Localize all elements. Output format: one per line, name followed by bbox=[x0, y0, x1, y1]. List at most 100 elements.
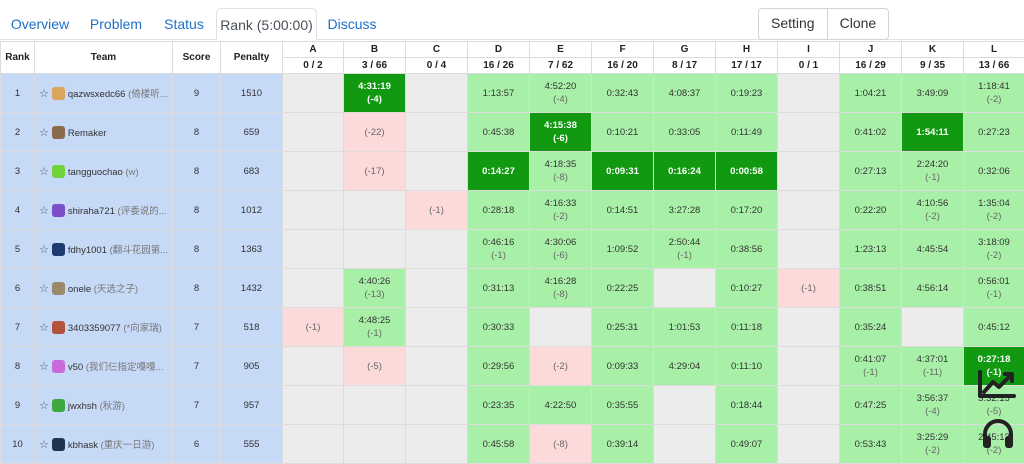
problem-f-cell[interactable]: 0:22:25 bbox=[591, 268, 654, 308]
problem-i-cell[interactable]: (-1) bbox=[777, 268, 840, 308]
problem-j-cell[interactable]: 0:53:43 bbox=[839, 424, 902, 464]
team-cell[interactable]: ☆ onele (天选之子) bbox=[34, 268, 173, 308]
problem-h-cell[interactable]: 0:18:44 bbox=[715, 385, 778, 425]
problem-e-cell[interactable]: (-2) bbox=[529, 346, 592, 386]
problem-d-cell[interactable]: 0:14:27 bbox=[467, 151, 530, 191]
rank-header[interactable]: Rank bbox=[0, 41, 35, 74]
problem-d-cell[interactable]: 0:46:16 (-1) bbox=[467, 229, 530, 269]
problem-d-cell[interactable]: 0:30:33 bbox=[467, 307, 530, 347]
problem-f-cell[interactable]: 0:10:21 bbox=[591, 112, 654, 152]
problem-j-cell[interactable]: 0:38:51 bbox=[839, 268, 902, 308]
tab-problem[interactable]: Problem bbox=[89, 16, 143, 32]
problem-k-cell[interactable]: 1:54:11 bbox=[901, 112, 964, 152]
problem-a-cell[interactable]: (-1) bbox=[282, 307, 344, 347]
problem-e-cell[interactable]: 4:16:28 (-8) bbox=[529, 268, 592, 308]
star-icon[interactable]: ☆ bbox=[39, 244, 49, 256]
problem-l-cell[interactable]: 1:35:04 (-2) bbox=[963, 190, 1024, 230]
team-cell[interactable]: ☆ qazwsxedc66 (倚楼听... bbox=[34, 73, 173, 113]
team-name[interactable]: Remaker bbox=[67, 127, 107, 139]
problem-k-cell[interactable]: 3:56:37 (-4) bbox=[901, 385, 964, 425]
problem-l-cell[interactable]: 0:32:06 bbox=[963, 151, 1024, 191]
problem-j-cell[interactable]: 0:41:02 bbox=[839, 112, 902, 152]
team-name[interactable]: jwxhsh bbox=[67, 401, 97, 412]
problem-e-header[interactable]: E bbox=[529, 41, 592, 58]
problem-k-header[interactable]: K bbox=[901, 41, 964, 58]
problem-j-cell[interactable]: 0:41:07 (-1) bbox=[839, 346, 902, 386]
problem-h-cell[interactable]: 0:00:58 bbox=[715, 151, 778, 191]
penalty-header[interactable]: Penalty bbox=[220, 41, 283, 74]
problem-g-header[interactable]: G bbox=[653, 41, 716, 58]
problem-f-cell[interactable]: 0:14:51 bbox=[591, 190, 654, 230]
tab-overview[interactable]: Overview bbox=[10, 16, 70, 32]
problem-b-cell[interactable]: (-5) bbox=[343, 346, 406, 386]
problem-k-cell[interactable]: 3:49:09 bbox=[901, 73, 964, 113]
team-name[interactable]: onele bbox=[67, 284, 92, 295]
tab-rank[interactable]: Rank (5:00:00) bbox=[216, 8, 317, 40]
team-header[interactable]: Team bbox=[34, 41, 173, 74]
star-icon[interactable]: ☆ bbox=[39, 439, 49, 451]
problem-b-cell[interactable]: 4:48:25 (-1) bbox=[343, 307, 406, 347]
headset-icon[interactable] bbox=[980, 416, 1016, 452]
problem-f-cell[interactable]: 0:35:55 bbox=[591, 385, 654, 425]
team-name[interactable]: tangguochao bbox=[67, 166, 123, 178]
problem-j-cell[interactable]: 0:22:20 bbox=[839, 190, 902, 230]
problem-l-cell[interactable]: 2:45:12 (-2) bbox=[963, 424, 1024, 464]
problem-e-cell[interactable]: 4:18:35 (-8) bbox=[529, 151, 592, 191]
star-icon[interactable]: ☆ bbox=[39, 205, 49, 217]
team-name[interactable]: 3403359077 bbox=[67, 323, 121, 334]
problem-f-cell[interactable]: 0:25:31 bbox=[591, 307, 654, 347]
problem-g-cell[interactable]: 0:16:24 bbox=[653, 151, 716, 191]
problem-l-header[interactable]: L bbox=[963, 41, 1024, 58]
problem-h-cell[interactable]: 0:19:23 bbox=[715, 73, 778, 113]
problem-h-cell[interactable]: 0:17:20 bbox=[715, 190, 778, 230]
team-cell[interactable]: ☆ shiraha721 (评委说的... bbox=[34, 190, 173, 230]
problem-f-cell[interactable]: 1:09:52 bbox=[591, 229, 654, 269]
problem-j-cell[interactable]: 0:35:24 bbox=[839, 307, 902, 347]
problem-h-cell[interactable]: 0:49:07 bbox=[715, 424, 778, 464]
team-name[interactable]: kbhask bbox=[67, 440, 98, 451]
problem-b-cell[interactable]: (-17) bbox=[343, 151, 406, 191]
problem-l-cell[interactable]: 0:56:01 (-1) bbox=[963, 268, 1024, 308]
problem-f-cell[interactable]: 0:39:14 bbox=[591, 424, 654, 464]
problem-e-cell[interactable]: 4:15:38 (-6) bbox=[529, 112, 592, 152]
team-cell[interactable]: ☆ Remaker bbox=[34, 112, 173, 152]
problem-k-cell[interactable]: 4:45:54 bbox=[901, 229, 964, 269]
tab-status[interactable]: Status bbox=[164, 16, 204, 32]
problem-i-header[interactable]: I bbox=[777, 41, 840, 58]
problem-h-cell[interactable]: 0:10:27 bbox=[715, 268, 778, 308]
problem-g-cell[interactable]: 1:01:53 bbox=[653, 307, 716, 347]
team-name[interactable]: v50 bbox=[67, 362, 84, 373]
chart-trend-icon[interactable] bbox=[976, 368, 1018, 400]
problem-f-cell[interactable]: 0:09:33 bbox=[591, 346, 654, 386]
team-name[interactable]: shiraha721 bbox=[67, 206, 115, 217]
clone-button[interactable]: Clone bbox=[826, 9, 889, 39]
team-name[interactable]: qazwsxedc66 bbox=[67, 89, 126, 100]
problem-k-cell[interactable]: 2:24:20 (-1) bbox=[901, 151, 964, 191]
team-cell[interactable]: ☆ jwxhsh (秋游) bbox=[34, 385, 173, 425]
problem-a-header[interactable]: A bbox=[282, 41, 344, 58]
problem-j-cell[interactable]: 0:27:13 bbox=[839, 151, 902, 191]
team-cell[interactable]: ☆ 3403359077 (*向家瑞) bbox=[34, 307, 173, 347]
problem-d-cell[interactable]: 0:23:35 bbox=[467, 385, 530, 425]
problem-k-cell[interactable]: 3:25:29 (-2) bbox=[901, 424, 964, 464]
problem-j-cell[interactable]: 1:23:13 bbox=[839, 229, 902, 269]
star-icon[interactable]: ☆ bbox=[39, 283, 49, 295]
problem-e-cell[interactable]: 4:16:33 (-2) bbox=[529, 190, 592, 230]
problem-h-cell[interactable]: 0:11:10 bbox=[715, 346, 778, 386]
score-header[interactable]: Score bbox=[172, 41, 221, 74]
problem-e-cell[interactable]: (-8) bbox=[529, 424, 592, 464]
problem-l-cell[interactable]: 1:18:41 (-2) bbox=[963, 73, 1024, 113]
problem-f-cell[interactable]: 0:09:31 bbox=[591, 151, 654, 191]
problem-d-cell[interactable]: 0:45:38 bbox=[467, 112, 530, 152]
problem-d-cell[interactable]: 0:31:13 bbox=[467, 268, 530, 308]
problem-d-cell[interactable]: 1:13:57 bbox=[467, 73, 530, 113]
problem-e-cell[interactable]: 4:30:06 (-6) bbox=[529, 229, 592, 269]
problem-d-cell[interactable]: 0:28:18 bbox=[467, 190, 530, 230]
problem-b-cell[interactable]: 4:31:19 (-4) bbox=[343, 73, 406, 113]
problem-f-cell[interactable]: 0:32:43 bbox=[591, 73, 654, 113]
star-icon[interactable]: ☆ bbox=[39, 88, 49, 100]
problem-l-cell[interactable]: 0:45:12 bbox=[963, 307, 1024, 347]
star-icon[interactable]: ☆ bbox=[39, 126, 49, 139]
problem-e-cell[interactable]: 4:52:20 (-4) bbox=[529, 73, 592, 113]
team-cell[interactable]: ☆ tangguochao (w) bbox=[34, 151, 173, 191]
